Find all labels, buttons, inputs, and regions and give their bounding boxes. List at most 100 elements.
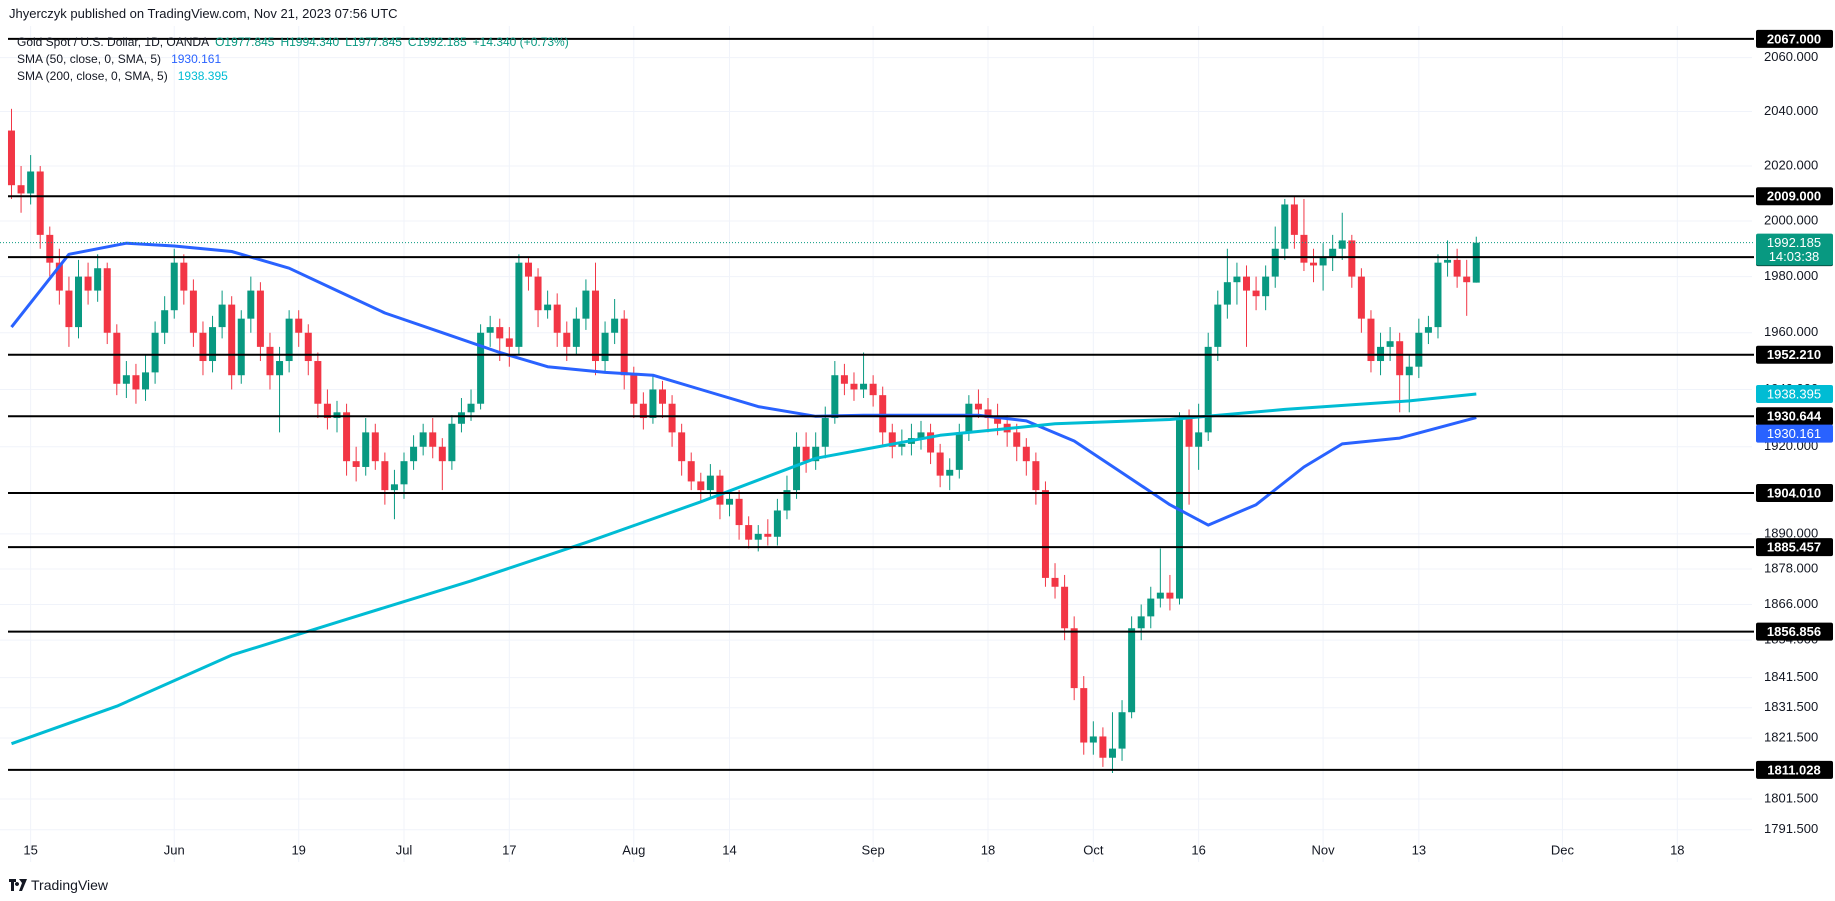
candle-body bbox=[1195, 432, 1203, 447]
candle-body bbox=[1185, 418, 1193, 447]
candle-body bbox=[572, 318, 580, 347]
candle-body bbox=[103, 268, 111, 333]
candle-body bbox=[1032, 461, 1040, 491]
candle-body bbox=[1156, 592, 1164, 599]
x-tick-label: Sep bbox=[862, 842, 885, 857]
candle-body bbox=[726, 498, 734, 505]
candle-body bbox=[132, 375, 140, 390]
candle-body bbox=[113, 332, 121, 384]
level-label: 1811.028 bbox=[1767, 762, 1821, 777]
y-tick-label: 2040.000 bbox=[1764, 103, 1818, 118]
candle-body bbox=[754, 533, 762, 540]
x-tick-label: 18 bbox=[1670, 842, 1684, 857]
x-tick-label: 14 bbox=[722, 842, 736, 857]
published-note: Jhyerczyk published on TradingView.com, … bbox=[9, 6, 398, 21]
legend-name: SMA (50, close, 0, SMA, 5) bbox=[17, 52, 162, 66]
candle-body bbox=[285, 318, 293, 362]
y-tick-label: 1866.000 bbox=[1764, 596, 1818, 611]
candle-body bbox=[1310, 262, 1318, 266]
marks bbox=[7, 108, 1480, 773]
candle-body bbox=[36, 171, 44, 235]
candle-body bbox=[1204, 346, 1212, 433]
candle-body bbox=[218, 304, 226, 328]
candle-body bbox=[812, 446, 820, 462]
ohlc-close: C1992.185 bbox=[407, 35, 467, 49]
candle-body bbox=[1415, 332, 1423, 367]
candle-body bbox=[649, 389, 657, 419]
sma-tag-label: 1930.161 bbox=[1767, 426, 1821, 441]
candle-body bbox=[869, 383, 877, 396]
level-tag bbox=[1756, 538, 1833, 557]
sma-tag-label: 1938.395 bbox=[1767, 386, 1821, 401]
candle-body bbox=[381, 461, 389, 491]
candle-body bbox=[1118, 712, 1126, 749]
y-tick-label: 1841.500 bbox=[1764, 669, 1818, 684]
level-tag bbox=[1756, 760, 1833, 779]
candle-body bbox=[1223, 282, 1231, 305]
candle-body bbox=[1051, 577, 1059, 587]
candle-body bbox=[467, 403, 475, 413]
legend-entry[interactable]: SMA (50, close, 0, SMA, 5) 1930.161 bbox=[17, 51, 569, 68]
ohlc-open: O1977.845 bbox=[215, 35, 275, 49]
candle-body bbox=[1290, 204, 1298, 235]
candle-body bbox=[1453, 259, 1461, 277]
candle-body bbox=[27, 171, 35, 194]
level-label: 1856.856 bbox=[1767, 624, 1821, 639]
level-label: 2067.000 bbox=[1767, 31, 1821, 46]
candle-body bbox=[1357, 276, 1365, 319]
logo bbox=[9, 879, 27, 891]
candle-body bbox=[1319, 257, 1327, 266]
axes: 2060.000 2040.000 2020.000 2000.000 1980.000… bbox=[23, 0, 1835, 870]
candle-body bbox=[457, 412, 465, 424]
last-price-tag bbox=[1756, 233, 1833, 266]
x-tick-label: Jul bbox=[396, 842, 413, 857]
candle-body bbox=[1262, 276, 1270, 297]
candle-body bbox=[7, 130, 15, 186]
level-tag bbox=[1756, 622, 1833, 641]
candle-body bbox=[994, 418, 1002, 424]
candle-body bbox=[716, 475, 724, 505]
x-tick-label: 18 bbox=[981, 842, 995, 857]
countdown: 14:03:38 bbox=[1769, 249, 1820, 264]
candle-body bbox=[850, 383, 858, 390]
legend-entry[interactable]: SMA (200, close, 0, SMA, 5) 1938.395 bbox=[17, 68, 569, 85]
candle-body bbox=[371, 432, 379, 462]
sma-tag bbox=[1756, 424, 1833, 443]
candle-body bbox=[1252, 290, 1260, 297]
candle-body bbox=[735, 498, 743, 526]
candle-body bbox=[55, 262, 63, 291]
candle-body bbox=[840, 375, 848, 384]
candle-body bbox=[180, 262, 188, 291]
candle-body bbox=[1281, 204, 1289, 249]
candle-body bbox=[706, 475, 714, 491]
y-tick-label: 1980.000 bbox=[1764, 268, 1818, 283]
ohlc-change: +14.340 (+0.73%) bbox=[472, 35, 569, 49]
candle-body bbox=[199, 332, 207, 362]
y-tick-label: 1791.500 bbox=[1764, 821, 1818, 836]
candle-body bbox=[1434, 262, 1442, 328]
candle-body bbox=[1405, 366, 1413, 376]
candle-body bbox=[553, 304, 561, 333]
legend-value: 1930.161 bbox=[171, 52, 222, 66]
candle-body bbox=[1089, 736, 1097, 743]
x-tick-label: 17 bbox=[502, 842, 516, 857]
candle-body bbox=[1099, 736, 1107, 758]
y-tick-label: 2060.000 bbox=[1764, 49, 1818, 64]
candle-body bbox=[1396, 341, 1404, 376]
footer: TradingView bbox=[9, 877, 108, 893]
candle-body bbox=[151, 332, 159, 373]
candle-body bbox=[1233, 276, 1241, 283]
legend: Gold Spot / U.S. Dollar, 1D, OANDA O1977.… bbox=[17, 34, 569, 85]
level-tag bbox=[1756, 345, 1833, 364]
candle-body bbox=[237, 318, 245, 376]
y-tick-label: 1960.000 bbox=[1764, 324, 1818, 339]
legend-name: SMA (200, close, 0, SMA, 5) bbox=[17, 69, 168, 83]
candle-body bbox=[304, 332, 312, 362]
candle-body bbox=[352, 461, 360, 467]
level-tag bbox=[1756, 484, 1833, 503]
candle-body bbox=[802, 446, 810, 462]
candle-body bbox=[678, 432, 686, 462]
candle-body bbox=[687, 461, 695, 482]
x-tick-label: Dec bbox=[1551, 842, 1575, 857]
y-tick-label: 2000.000 bbox=[1764, 212, 1818, 227]
